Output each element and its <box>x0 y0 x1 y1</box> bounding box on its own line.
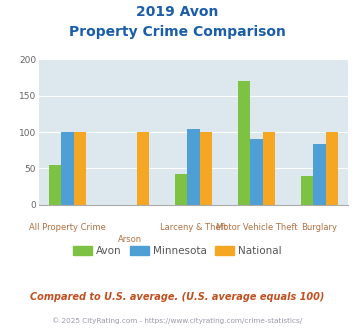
Bar <box>250 139 263 205</box>
Bar <box>61 132 74 205</box>
Text: 2019 Avon: 2019 Avon <box>136 5 219 19</box>
Bar <box>74 132 86 205</box>
Bar <box>326 132 338 205</box>
Text: © 2025 CityRating.com - https://www.cityrating.com/crime-statistics/: © 2025 CityRating.com - https://www.city… <box>53 317 302 324</box>
Text: Arson: Arson <box>118 235 142 244</box>
Bar <box>200 132 212 205</box>
Bar <box>137 132 149 205</box>
Text: Property Crime Comparison: Property Crime Comparison <box>69 25 286 39</box>
Bar <box>49 165 61 205</box>
Bar <box>263 132 275 205</box>
Text: Motor Vehicle Theft: Motor Vehicle Theft <box>216 223 297 232</box>
Bar <box>187 129 200 205</box>
Text: Compared to U.S. average. (U.S. average equals 100): Compared to U.S. average. (U.S. average … <box>30 292 325 302</box>
Text: Burglary: Burglary <box>301 223 338 232</box>
Text: Larceny & Theft: Larceny & Theft <box>160 223 227 232</box>
Legend: Avon, Minnesota, National: Avon, Minnesota, National <box>69 242 286 260</box>
Bar <box>313 144 326 205</box>
Bar <box>175 174 187 205</box>
Text: All Property Crime: All Property Crime <box>29 223 106 232</box>
Bar <box>237 81 250 205</box>
Bar <box>301 176 313 205</box>
